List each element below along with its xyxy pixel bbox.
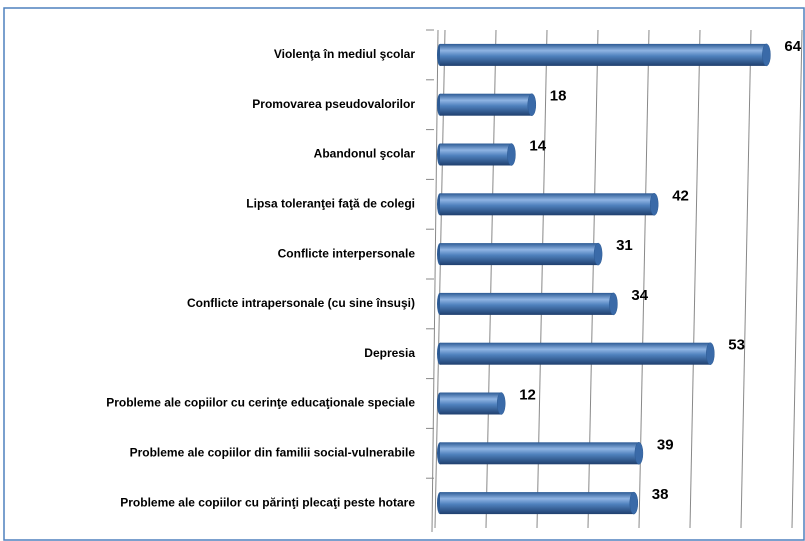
y-tick-label: Promovarea pseudovalorilor xyxy=(252,97,415,111)
grid-line xyxy=(689,29,701,529)
value-label: 53 xyxy=(728,337,745,354)
bar-cap xyxy=(649,193,659,216)
bar xyxy=(440,342,711,365)
bar-cap xyxy=(634,442,644,465)
bar-cap xyxy=(527,93,537,116)
bar xyxy=(440,292,614,315)
y-tick-label: Probleme ale copiilor cu părinţi plecaţi… xyxy=(120,495,415,509)
grid-line xyxy=(791,29,803,529)
bar xyxy=(440,492,634,515)
bar-cap xyxy=(593,242,603,266)
y-tick-label: Probleme ale copiilor din familii social… xyxy=(130,445,416,459)
bar xyxy=(440,143,512,166)
bar-cap xyxy=(609,292,618,316)
bar-cap xyxy=(762,43,771,67)
value-label: 38 xyxy=(652,486,669,503)
y-axis xyxy=(431,29,439,533)
value-label: 34 xyxy=(631,287,648,304)
y-tick-label: Violenţa în mediul şcolar xyxy=(274,47,415,61)
bar xyxy=(440,392,502,415)
value-label: 14 xyxy=(529,137,546,154)
bar xyxy=(440,243,599,266)
y-tick-label: Abandonul şcolar xyxy=(314,147,416,161)
y-tick-label: Conflicte intrapersonale (cu sine însuşi… xyxy=(187,296,415,310)
value-label: 31 xyxy=(616,237,633,254)
bar xyxy=(440,442,639,465)
bar xyxy=(440,93,532,116)
frame xyxy=(3,7,805,541)
bar-cap xyxy=(507,143,516,166)
y-tick-label: Probleme ale copiilor cu cerinţe educaţi… xyxy=(106,396,415,410)
value-label: 64 xyxy=(784,38,801,55)
bar-cap xyxy=(496,392,506,415)
bar-cap xyxy=(706,342,715,365)
bar-cap xyxy=(629,491,639,515)
grid-line xyxy=(740,29,752,529)
value-label: 18 xyxy=(550,88,567,105)
bar xyxy=(440,193,655,216)
value-label: 39 xyxy=(657,436,674,453)
bar xyxy=(440,43,767,66)
y-tick-label: Conflicte interpersonale xyxy=(278,246,416,260)
y-tick-label: Depresia xyxy=(364,346,415,360)
y-tick-label: Lipsa toleranţei faţă de colegi xyxy=(246,196,415,210)
value-label: 42 xyxy=(672,187,689,204)
value-label: 12 xyxy=(519,386,536,403)
